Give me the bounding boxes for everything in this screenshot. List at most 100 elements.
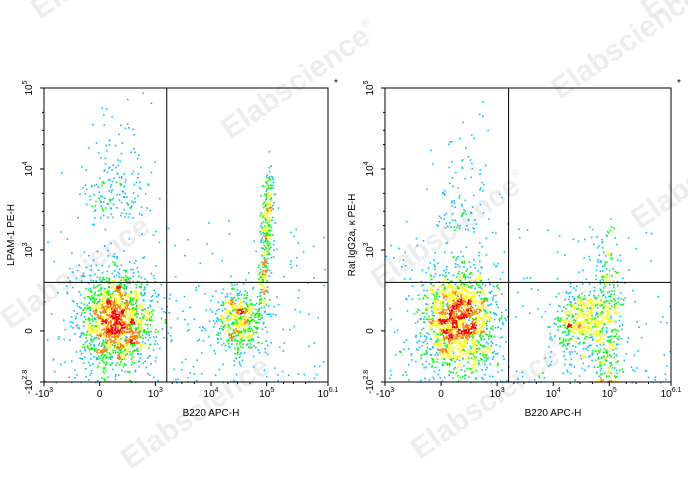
- event-dot: [238, 323, 240, 326]
- event-dot: [474, 344, 477, 346]
- event-dot: [233, 339, 236, 341]
- event-dot: [428, 320, 430, 323]
- event-dot: [118, 322, 121, 325]
- event-dot: [578, 315, 581, 317]
- event-dot: [557, 326, 559, 328]
- event-dot: [90, 348, 92, 351]
- event-dot: [267, 192, 270, 195]
- event-dot: [248, 308, 250, 310]
- event-dot: [468, 319, 470, 321]
- event-dot: [138, 360, 140, 363]
- event-dot: [464, 370, 466, 372]
- event-dot: [481, 300, 483, 303]
- event-dot: [96, 352, 99, 354]
- event-dot: [173, 368, 176, 371]
- event-dot: [462, 276, 465, 278]
- event-dot: [267, 216, 270, 219]
- event-dot: [238, 294, 241, 296]
- event-dot: [114, 304, 117, 306]
- event-dot: [115, 300, 118, 303]
- event-dot: [432, 320, 435, 322]
- event-dot: [152, 349, 155, 351]
- event-dot: [448, 355, 451, 357]
- event-dot: [276, 296, 278, 298]
- event-dot: [101, 315, 104, 318]
- event-dot: [151, 313, 154, 316]
- event-dot: [495, 285, 498, 287]
- event-dot: [265, 271, 267, 274]
- event-dot: [91, 348, 94, 350]
- event-dot: [110, 336, 113, 338]
- event-dot: [569, 338, 571, 340]
- event-dot: [490, 340, 493, 343]
- event-dot: [130, 299, 132, 301]
- event-dot: [227, 325, 230, 328]
- event-dot: [445, 319, 448, 322]
- event-dot: [475, 349, 477, 352]
- event-dot: [478, 301, 480, 303]
- event-dot: [477, 270, 479, 272]
- event-dot: [241, 324, 244, 327]
- event-dot: [439, 349, 441, 352]
- event-dot: [601, 372, 604, 375]
- event-dot: [263, 185, 265, 188]
- event-dot: [476, 339, 478, 342]
- event-dot: [270, 238, 272, 241]
- x-tick-label: 104: [204, 387, 219, 400]
- event-dot: [128, 127, 130, 129]
- event-dot: [126, 324, 129, 326]
- event-dot: [269, 220, 272, 222]
- event-dot: [134, 318, 137, 320]
- event-dot: [447, 292, 449, 294]
- event-dot: [57, 338, 60, 340]
- event-dot: [266, 229, 268, 232]
- event-dot: [111, 199, 113, 201]
- event-dot: [82, 272, 85, 275]
- event-dot: [456, 290, 459, 293]
- event-dot: [199, 262, 202, 265]
- event-dot: [204, 293, 206, 295]
- event-dot: [107, 376, 109, 378]
- event-dot: [565, 330, 567, 333]
- event-dot: [468, 368, 470, 370]
- event-dot: [102, 296, 105, 298]
- event-dot: [265, 270, 267, 273]
- event-dot: [84, 307, 86, 309]
- event-dot: [97, 186, 100, 188]
- event-dot: [464, 335, 467, 338]
- event-dot: [227, 323, 230, 326]
- event-dot: [427, 267, 430, 269]
- event-dot: [425, 307, 427, 310]
- event-dot: [97, 308, 100, 310]
- event-dot: [126, 344, 129, 347]
- event-dot: [209, 308, 212, 311]
- event-dot: [587, 346, 589, 348]
- event-dot: [159, 347, 161, 350]
- event-dot: [136, 280, 139, 283]
- event-dot: [248, 311, 251, 314]
- event-dot: [233, 321, 235, 324]
- event-dot: [246, 320, 248, 322]
- event-dot: [149, 319, 152, 322]
- event-dot: [493, 318, 496, 321]
- event-dot: [101, 351, 104, 354]
- event-dot: [426, 303, 429, 306]
- event-dot: [263, 225, 266, 227]
- event-dot: [123, 292, 126, 295]
- event-dot: [493, 350, 496, 353]
- event-dot: [464, 305, 466, 308]
- event-dot: [143, 294, 145, 296]
- event-dot: [83, 303, 85, 305]
- event-dot: [467, 295, 469, 298]
- event-dot: [579, 311, 581, 314]
- event-dot: [134, 338, 137, 341]
- event-dot: [234, 318, 237, 321]
- event-dot: [220, 304, 222, 306]
- event-dot: [472, 292, 475, 294]
- event-dot: [134, 151, 136, 154]
- event-dot: [252, 333, 254, 335]
- event-dot: [252, 339, 255, 342]
- event-dot: [475, 300, 478, 302]
- event-dot: [90, 347, 93, 349]
- event-dot: [472, 343, 475, 345]
